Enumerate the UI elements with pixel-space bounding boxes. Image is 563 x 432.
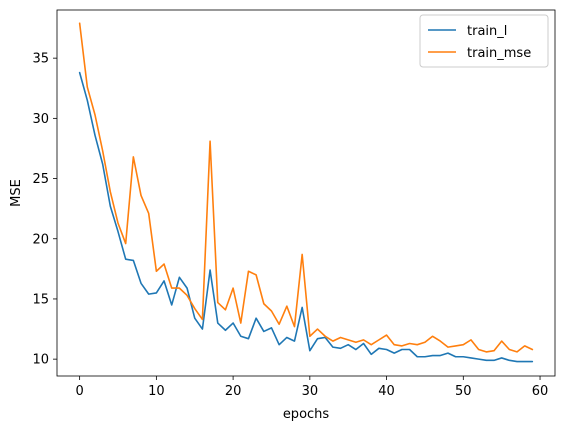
x-axis: 0 10 20 30 40 50 60 — [75, 376, 548, 399]
legend-label-train-l: train_l — [467, 24, 507, 39]
legend: train_l train_mse — [419, 14, 549, 68]
x-tick-label: 30 — [302, 384, 319, 399]
y-axis-label: MSE — [9, 179, 24, 207]
y-tick-label: 20 — [32, 232, 49, 247]
series-line-train-mse — [78, 22, 534, 353]
x-tick-label: 40 — [378, 384, 395, 399]
y-tick-label: 30 — [32, 112, 49, 127]
x-tick-label: 0 — [75, 384, 83, 399]
plot-frame — [56, 9, 556, 377]
x-tick-label: 20 — [225, 384, 242, 399]
x-axis-label: epochs — [283, 407, 330, 422]
y-tick-label: 10 — [32, 353, 49, 368]
x-tick-label: 50 — [455, 384, 472, 399]
y-tick-label: 15 — [32, 292, 49, 307]
y-tick-label: 35 — [32, 52, 49, 67]
series-line-train-l — [78, 71, 534, 363]
legend-box — [419, 14, 549, 68]
x-tick-label: 60 — [532, 384, 549, 399]
y-tick-label: 25 — [32, 172, 49, 187]
legend-label-train-mse: train_mse — [467, 46, 531, 61]
series-layer — [78, 22, 534, 363]
y-axis: 10 15 20 25 30 35 — [32, 52, 57, 368]
x-tick-label: 10 — [148, 384, 165, 399]
